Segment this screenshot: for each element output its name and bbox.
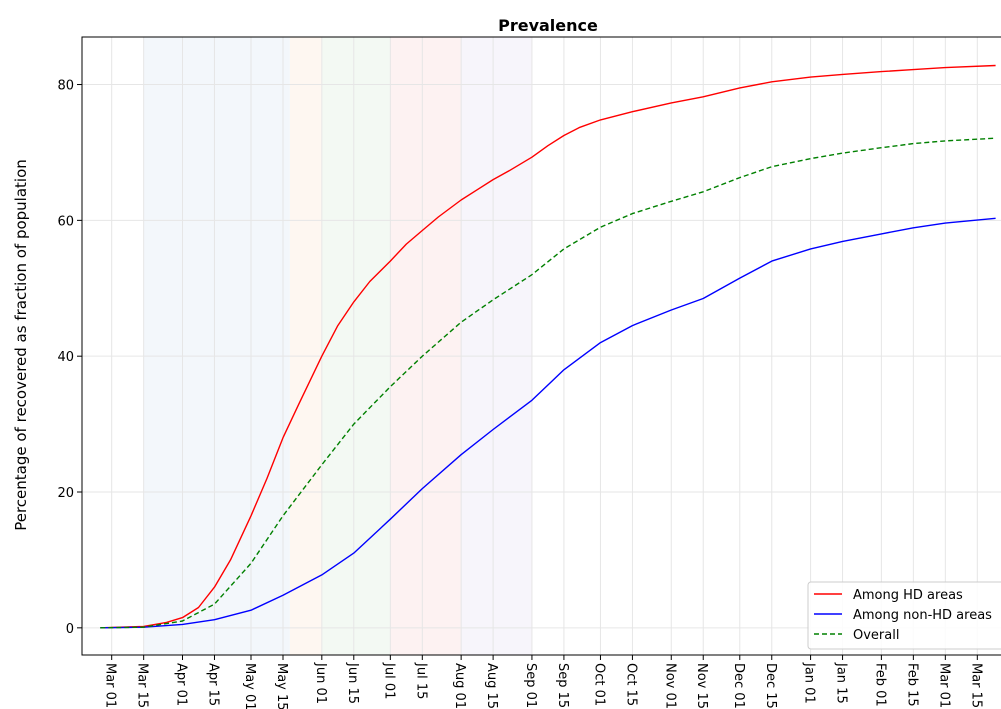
x-tick-label-11: Aug 15	[484, 663, 499, 709]
legend: Among HD areas Among non-HD areas Overall	[807, 581, 1001, 650]
series-lines	[100, 64, 996, 629]
x-tick-label-16: Nov 01	[662, 663, 677, 709]
shaded-period-0	[143, 37, 290, 655]
x-tick-label-2: Apr 01	[173, 663, 188, 706]
x-tick-label-22: Feb 01	[872, 663, 887, 707]
x-tick-label-0: Mar 01	[103, 663, 118, 708]
x-tick-label-8: Jul 01	[381, 662, 396, 699]
y-axis-label: Percentage of recovered as fraction of p…	[12, 159, 30, 531]
x-tick-label-21: Jan 15	[834, 662, 849, 704]
series-line-1	[100, 217, 996, 629]
x-tick-label-13: Sep 15	[555, 663, 570, 708]
y-tick-label-4: 80	[57, 79, 74, 94]
shaded-periods	[143, 37, 532, 655]
x-tick-label-6: Jun 01	[313, 662, 328, 704]
y-axis-ticks: 0 20 40 60 80	[57, 79, 82, 637]
x-tick-label-10: Aug 01	[452, 663, 467, 709]
x-tick-label-7: Jun 15	[345, 662, 360, 704]
y-tick-label-1: 20	[57, 486, 74, 501]
x-tick-label-1: Mar 15	[135, 663, 150, 708]
x-tick-label-4: May 01	[242, 663, 257, 709]
shaded-period-3	[390, 37, 462, 655]
y-tick-label-3: 60	[57, 214, 74, 229]
x-tick-label-3: Apr 15	[205, 663, 220, 706]
legend-label-2: Overall	[853, 628, 899, 643]
plot-frame	[81, 36, 1001, 656]
x-tick-label-23: Feb 15	[904, 663, 919, 707]
x-tick-label-25: Mar 15	[968, 663, 983, 708]
x-tick-label-15: Oct 15	[623, 663, 638, 706]
legend-label-1: Among non-HD areas	[853, 608, 992, 623]
x-tick-label-5: May 15	[274, 663, 289, 709]
x-tick-label-14: Oct 01	[591, 663, 606, 706]
shaded-period-2	[321, 37, 391, 655]
x-axis-ticks: Mar 01 Mar 15 Apr 01 Apr 15 May 01 May 15 Jun …	[103, 655, 983, 709]
x-tick-label-19: Dec 15	[763, 663, 778, 709]
x-tick-label-20: Jan 01	[802, 662, 817, 704]
grid-lines	[82, 37, 1001, 655]
x-tick-label-12: Sep 01	[523, 663, 538, 708]
chart-title: Prevalence	[498, 16, 598, 35]
y-tick-label-0: 0	[66, 622, 74, 637]
shaded-period-4	[461, 37, 532, 655]
x-tick-label-24: Mar 01	[936, 663, 951, 708]
y-tick-label-2: 40	[57, 350, 74, 365]
shaded-period-1	[289, 37, 322, 655]
legend-box	[807, 581, 1001, 650]
x-tick-label-18: Dec 01	[731, 663, 746, 709]
x-tick-label-9: Jul 15	[413, 662, 428, 699]
series-line-0	[100, 64, 996, 629]
legend-label-0: Among HD areas	[853, 588, 963, 603]
x-tick-label-17: Nov 15	[694, 663, 709, 709]
series-line-2	[100, 137, 996, 629]
